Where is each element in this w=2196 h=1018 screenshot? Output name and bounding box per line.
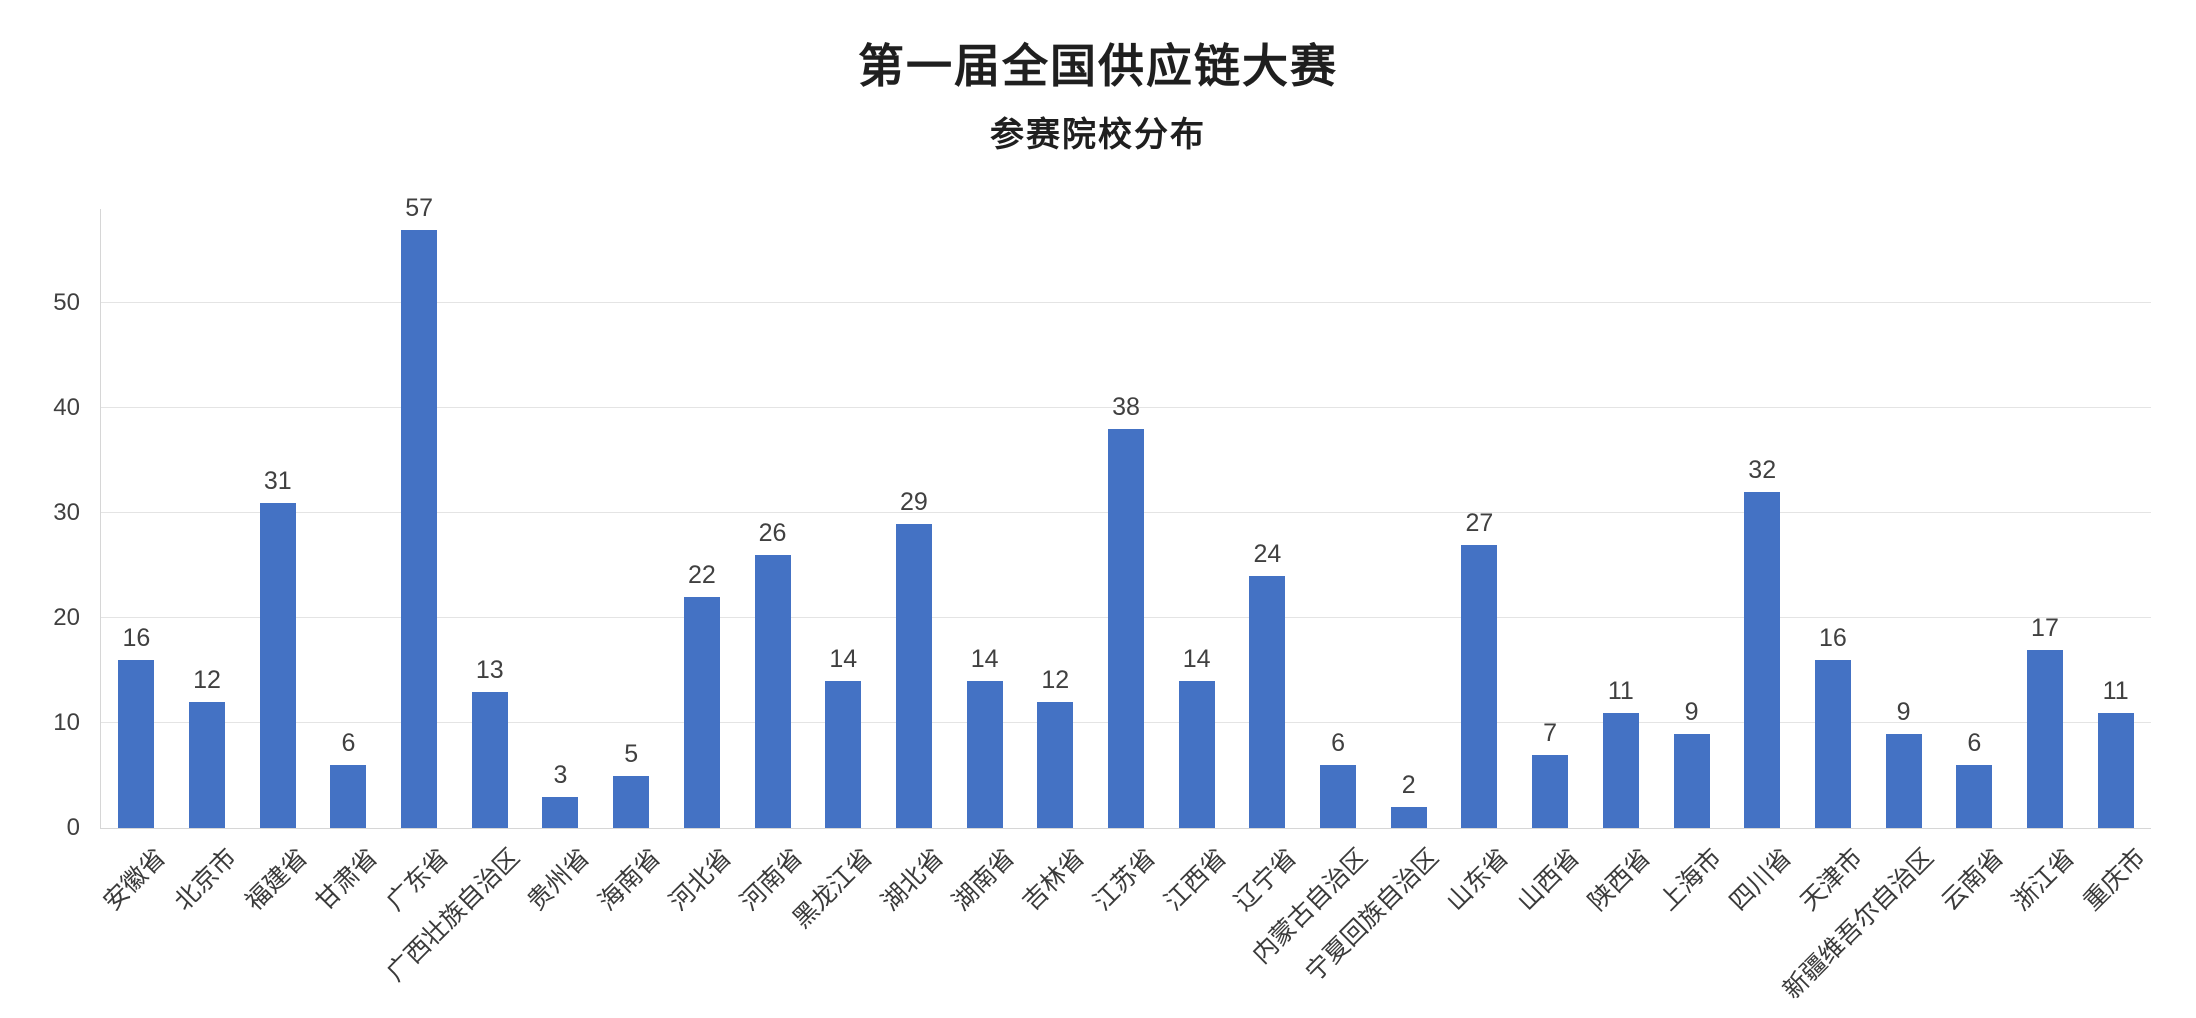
bar-value-label: 31 <box>263 466 292 495</box>
bar <box>683 597 720 828</box>
bar-value-label: 29 <box>900 487 928 516</box>
x-axis-label: 上海市 <box>1653 843 1727 917</box>
bar <box>1108 429 1144 828</box>
y-axis-tick-label: 50 <box>53 289 80 317</box>
x-axis-label: 湖南省 <box>946 843 1020 917</box>
bar <box>1390 807 1427 828</box>
bar <box>1885 733 1922 828</box>
gridline <box>101 302 2151 304</box>
bar-value-label: 7 <box>1543 718 1558 747</box>
bar <box>1673 733 1710 828</box>
bar <box>259 502 296 828</box>
bar-value-label: 3 <box>553 760 568 789</box>
y-axis-tick-label: 30 <box>53 499 80 527</box>
x-axis-label: 湖北省 <box>876 843 949 917</box>
bar <box>966 681 1003 828</box>
x-axis-label: 陕西省 <box>1583 843 1656 917</box>
bar-value-label: 2 <box>1401 771 1416 800</box>
bar-value-label: 5 <box>624 739 639 768</box>
bar <box>401 229 438 828</box>
bar-value-label: 14 <box>1182 645 1211 674</box>
x-axis-label: 海南省 <box>593 843 667 917</box>
bar-value-label: 9 <box>1896 697 1911 726</box>
bar <box>2097 712 2134 828</box>
bar <box>613 775 650 828</box>
bar-value-label: 12 <box>1041 666 1070 695</box>
x-axis-label: 江苏省 <box>1088 843 1162 917</box>
bar-value-label: 38 <box>1112 393 1140 422</box>
bar <box>1320 765 1357 828</box>
bar <box>1178 681 1215 828</box>
y-axis: 0 10 20 30 40 50 <box>0 209 80 841</box>
bar-value-label: 32 <box>1748 456 1777 485</box>
x-axis-label: 四川省 <box>1724 843 1798 917</box>
bar <box>1461 544 1498 828</box>
bar-value-label: 14 <box>970 645 999 674</box>
bar <box>1602 712 1639 828</box>
bar-value-label: 12 <box>193 666 221 695</box>
x-axis-label: 贵州省 <box>522 843 596 917</box>
bar-value-label: 11 <box>2102 676 2129 705</box>
x-axis-label: 江西省 <box>1158 843 1232 917</box>
bar <box>1037 702 1074 828</box>
bar-value-label: 17 <box>2031 613 2059 642</box>
bar-value-label: 11 <box>1607 676 1634 705</box>
x-axis-label: 重庆市 <box>2077 843 2151 917</box>
x-axis-label: 山西省 <box>1512 843 1586 917</box>
y-axis-tick-label: 40 <box>53 394 80 422</box>
bar <box>1814 660 1851 828</box>
y-axis-tick-label: 0 <box>66 814 80 841</box>
chart-subtitle: 参赛院校分布 <box>990 115 1206 154</box>
bar <box>118 660 155 828</box>
bar-value-label: 24 <box>1253 540 1282 569</box>
bar <box>754 555 791 828</box>
bar <box>1956 765 1993 828</box>
bar <box>895 523 932 828</box>
bar-value-label: 57 <box>405 193 433 222</box>
bar-value-label: 16 <box>1818 624 1847 653</box>
bar-value-label: 22 <box>687 561 716 590</box>
y-axis-tick-label: 10 <box>53 709 80 737</box>
bar-value-label: 26 <box>758 519 787 548</box>
x-axis-label: 吉林省 <box>1017 843 1091 917</box>
x-axis-label: 北京市 <box>169 843 243 917</box>
bar <box>2026 649 2063 828</box>
x-axis-label: 云南省 <box>1936 843 2010 917</box>
x-axis: 安徽省 北京市 福建省 甘肃省 广东省 广西壮族自治区 贵州省 海南省 河北省 河南省 黑龙江省 湖北… <box>99 829 2151 1018</box>
bar-value-label: 9 <box>1684 697 1699 726</box>
bar <box>189 702 226 828</box>
x-axis-label: 甘肃省 <box>310 843 384 917</box>
bar-value-label: 27 <box>1465 508 1494 537</box>
bar <box>1532 754 1569 828</box>
x-axis-label: 山东省 <box>1441 843 1515 917</box>
x-axis-label: 浙江省 <box>2007 843 2081 917</box>
x-axis-label: 安徽省 <box>98 843 172 917</box>
bar-value-label: 6 <box>1331 729 1346 758</box>
y-axis-tick-label: 20 <box>53 604 80 632</box>
bar <box>471 691 508 828</box>
bar-value-label: 14 <box>829 645 858 674</box>
bar <box>542 796 579 828</box>
bar <box>1744 492 1781 828</box>
gridline <box>101 407 2151 409</box>
bar-value-label: 6 <box>1967 729 1982 758</box>
bar-value-label: 16 <box>122 624 151 653</box>
bar-value-label: 6 <box>341 729 356 758</box>
bar <box>825 681 862 828</box>
plot-area: 16 12 31 6 57 13 3 5 22 26 14 29 14 12 38 14 24 6 2 27 7 11 9 3… <box>100 194 2151 829</box>
bar-value-label: 13 <box>475 655 504 684</box>
bar <box>1249 576 1286 828</box>
chart-title: 第一届全国供应链大赛 <box>858 40 1338 92</box>
bar <box>330 765 367 828</box>
x-axis-label: 河北省 <box>664 843 737 917</box>
chart-header: 第一届全国供应链大赛 参赛院校分布 <box>0 40 2196 156</box>
x-axis-label: 福建省 <box>239 843 313 917</box>
